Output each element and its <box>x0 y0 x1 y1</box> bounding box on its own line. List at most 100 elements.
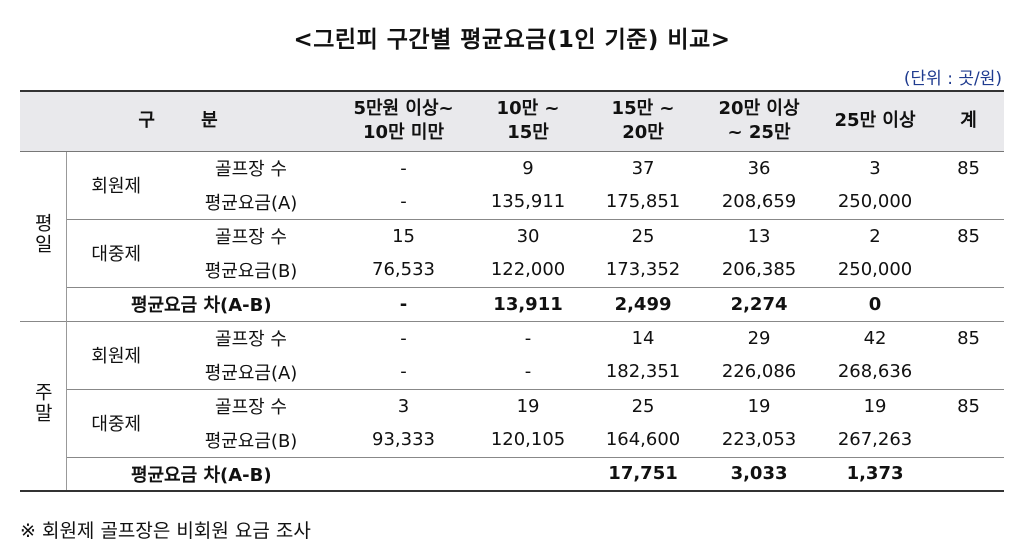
header-col-5-10-line1: 5만원 이상~ <box>353 98 454 120</box>
cell: 93,333 <box>372 429 436 451</box>
row-label: 평균요금(A) <box>204 192 298 214</box>
cell: 19 <box>701 388 818 423</box>
cell: - <box>400 191 407 213</box>
cell: 223,053 <box>721 429 797 451</box>
table-row: 평균요금(A) - 135,911 175,851 208,659 250,00… <box>20 185 1004 219</box>
header-col-15-20: 15만 ~ 20만 <box>585 90 702 152</box>
cell: 122,000 <box>490 259 566 281</box>
green-fee-comparison-table: 구 분 5만원 이상~ 10만 미만 10만 ~ 15만 15만 ~ 20만 2… <box>20 90 1005 492</box>
table-row: 평일 회원제 골프장 수 - 9 37 36 3 85 <box>20 151 1004 321</box>
weekday-group-label: 평일 <box>20 151 67 321</box>
cell: 42 <box>817 320 934 355</box>
cell-total <box>933 423 1004 457</box>
header-col-15-20-line2: 20만 <box>622 122 664 144</box>
cell: 15 <box>336 218 472 253</box>
cell: 13 <box>701 218 818 253</box>
cell: 3,033 <box>701 456 818 492</box>
weekday-label: 평일 <box>31 212 54 255</box>
table-row: 대중제 골프장 수 3 19 25 19 19 85 <box>20 388 1005 457</box>
table-row: 대중제 골프장 수 15 30 25 13 2 85 <box>20 218 1005 287</box>
unit-note: (단위 : 곳/원) <box>903 69 1002 89</box>
page-title: <그린피 구간별 평균요금(1인 기준) 비교> <box>293 27 731 53</box>
cell: 250,000 <box>837 191 913 213</box>
weekday-diff-label: 평균요금 차(A-B) <box>66 286 337 321</box>
footnote: ※ 회원제 골프장은 비회원 요금 조사 <box>20 520 311 542</box>
cell: 3 <box>869 157 881 179</box>
cell: 36 <box>747 157 771 179</box>
cell: 9 <box>522 157 534 179</box>
cell: - <box>400 157 407 179</box>
cell: - <box>400 361 407 383</box>
header-category: 구 분 <box>20 90 337 152</box>
header-col-10-15-line1: 10만 ~ <box>496 98 560 120</box>
cell <box>336 456 472 492</box>
weekend-label: 주말 <box>31 382 54 425</box>
header-col-5-10: 5만원 이상~ 10만 미만 <box>336 90 472 152</box>
cell-total <box>933 253 1004 287</box>
table-row: 평균요금(A) - - 182,351 226,086 268,636 <box>20 355 1004 389</box>
cell-total <box>933 355 1004 389</box>
header-row: 구 분 5만원 이상~ 10만 미만 10만 ~ 15만 15만 ~ 20만 2… <box>20 90 1005 152</box>
cell-total: 85 <box>933 388 1005 423</box>
cell: 206,385 <box>721 259 797 281</box>
cell: 226,086 <box>721 361 797 383</box>
header-col-25-plus: 25만 이상 <box>817 90 934 152</box>
row-label: 골프장 수 <box>166 320 337 355</box>
cell-total <box>933 456 1005 492</box>
table-row-diff: 평균요금 차(A-B) 17,751 3,033 1,373 <box>20 456 1005 492</box>
cell-total: 85 <box>933 320 1005 355</box>
weekend-public-type: 대중제 <box>66 388 166 457</box>
cell: 250,000 <box>837 259 913 281</box>
weekend-diff-label: 평균요금 차(A-B) <box>66 456 337 492</box>
header-col-20-25-line2: ~ 25만 <box>727 122 791 144</box>
row-label: 평균요금(A) <box>204 362 298 384</box>
cell: 76,533 <box>372 259 436 281</box>
weekday-public-type: 대중제 <box>66 218 166 287</box>
header-col-15-20-line1: 15만 ~ <box>611 98 675 120</box>
row-label: 평균요금(B) <box>204 260 298 282</box>
header-col-20-25-line1: 20만 이상 <box>718 98 800 120</box>
cell: 120,105 <box>490 429 566 451</box>
cell: - <box>471 320 586 355</box>
table-row-diff: 평균요금 차(A-B) - 13,911 2,499 2,274 0 <box>20 286 1005 321</box>
header-col-5-10-line2: 10만 미만 <box>363 122 445 144</box>
header-col-10-15: 10만 ~ 15만 <box>471 90 586 152</box>
cell: 19 <box>817 388 934 423</box>
cell: 182,351 <box>605 361 681 383</box>
cell: 14 <box>585 320 702 355</box>
header-col-total: 계 <box>933 90 1005 152</box>
header-col-20-25: 20만 이상 ~ 25만 <box>701 90 818 152</box>
cell: 25 <box>585 218 702 253</box>
cell: - <box>524 361 532 383</box>
cell: 2 <box>817 218 934 253</box>
cell: 17,751 <box>585 456 702 492</box>
table-row: 주말 회원제 골프장 수 - - 14 29 42 85 <box>20 320 1005 492</box>
row-label: 평균요금(B) <box>204 430 298 452</box>
cell <box>471 456 586 492</box>
cell: - <box>336 320 472 355</box>
cell-total <box>933 185 1004 219</box>
cell-total: 85 <box>933 218 1005 253</box>
cell: 2,499 <box>585 286 702 321</box>
row-label: 골프장 수 <box>166 388 337 423</box>
cell: 2,274 <box>701 286 818 321</box>
cell: - <box>336 286 472 321</box>
cell: 29 <box>701 320 818 355</box>
cell: 19 <box>471 388 586 423</box>
row-label: 골프장 수 <box>215 159 287 181</box>
weekend-group-label: 주말 <box>20 320 67 492</box>
cell: 0 <box>817 286 934 321</box>
cell: 30 <box>471 218 586 253</box>
cell: 3 <box>336 388 472 423</box>
header-col-10-15-line2: 15만 <box>507 122 549 144</box>
cell: 267,263 <box>837 429 913 451</box>
cell: 135,911 <box>490 191 566 213</box>
cell-total <box>933 286 1005 321</box>
row-label: 골프장 수 <box>166 218 337 253</box>
cell: 164,600 <box>605 429 681 451</box>
cell: 1,373 <box>817 456 934 492</box>
cell: 208,659 <box>721 191 797 213</box>
cell: 173,352 <box>605 259 681 281</box>
weekday-member-type: 회원제 <box>91 176 142 197</box>
cell: 268,636 <box>837 361 913 383</box>
